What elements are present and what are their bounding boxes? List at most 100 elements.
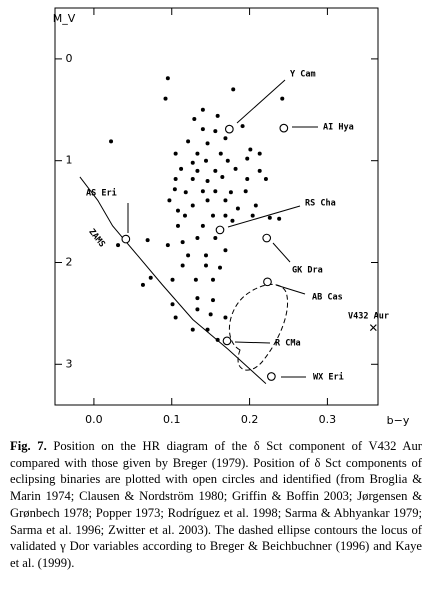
star-point	[210, 277, 215, 282]
star-point	[179, 166, 184, 171]
star-point	[205, 179, 210, 184]
star-point	[175, 208, 180, 213]
caption: Fig. 7. Position on the HR diagram of th…	[10, 438, 422, 572]
star-point	[163, 96, 168, 101]
star-point	[213, 168, 218, 173]
star-label: RS Cha	[305, 199, 336, 209]
figure: b−y M_V 0.0 0.1 0.2 0.3 0 1 2 3 ZAMS Y Cam AI Hya A…	[53, 7, 410, 427]
star-point	[186, 139, 191, 144]
eclipsing-binary	[121, 234, 131, 244]
v432-aur-label: V432 Aur	[348, 312, 389, 322]
star-point	[170, 277, 175, 282]
star-point	[213, 189, 218, 194]
star-point	[173, 151, 178, 156]
leader-line	[272, 242, 291, 263]
star-point	[195, 307, 200, 312]
star-point	[213, 129, 218, 134]
star-point	[220, 174, 225, 179]
star-point	[205, 198, 210, 203]
star-point	[200, 189, 205, 194]
star-point	[277, 216, 282, 221]
star-point	[205, 141, 210, 146]
star-point	[140, 282, 145, 287]
y-tick-label: 3	[66, 357, 73, 370]
x-tick-label: 0.1	[163, 413, 181, 426]
star-point	[223, 248, 228, 253]
eclipsing-binary	[262, 233, 272, 243]
star-point	[145, 238, 150, 243]
star-point	[195, 168, 200, 173]
star-point	[233, 166, 238, 171]
star-label: AS Eri	[86, 188, 117, 199]
y-axis-label: M_V	[53, 12, 76, 25]
star-point	[190, 177, 195, 182]
eclipsing-binary	[215, 225, 225, 235]
star-point	[235, 206, 240, 211]
star-point	[193, 277, 198, 282]
star-point	[245, 156, 250, 161]
star-point	[203, 158, 208, 163]
v432-aur-cross	[369, 324, 377, 332]
star-point	[257, 168, 262, 173]
star-point	[228, 190, 233, 195]
gamma-dor-ellipse	[228, 284, 288, 371]
star-point	[200, 223, 205, 228]
leader-line	[236, 79, 286, 124]
eclipsing-binary	[279, 123, 289, 133]
caption-label: Fig. 7.	[10, 439, 47, 453]
star-point	[215, 337, 220, 342]
star-point	[195, 151, 200, 156]
star-point	[190, 327, 195, 332]
star-point	[210, 298, 215, 303]
star-point	[203, 253, 208, 258]
star-point	[190, 203, 195, 208]
star-label: GK Dra	[292, 266, 323, 276]
star-point	[109, 139, 114, 144]
star-point	[213, 236, 218, 241]
star-label: AI Hya	[323, 123, 354, 133]
x-tick-label: 0.3	[319, 413, 337, 426]
caption-text: Position on the HR diagram of the δ Sct …	[10, 439, 422, 570]
star-point	[165, 76, 170, 81]
star-point	[248, 147, 253, 152]
star-point	[215, 113, 220, 118]
y-tick-label: 0	[66, 52, 73, 65]
star-label: WX Eri	[313, 372, 344, 383]
star-point	[280, 96, 285, 101]
eclipsing-binary	[222, 336, 232, 346]
y-tick-label: 2	[66, 255, 73, 268]
leader-line	[227, 205, 301, 228]
x-tick-label: 0.0	[85, 413, 103, 426]
star-point	[257, 151, 262, 156]
star-point	[203, 263, 208, 268]
star-point	[195, 236, 200, 241]
star-point	[165, 243, 170, 248]
x-axis-label: b−y	[387, 414, 410, 427]
star-point	[208, 312, 213, 317]
zams-line	[79, 176, 267, 384]
star-point	[243, 189, 248, 194]
eclipsing-binary	[267, 372, 276, 381]
star-label: AB Cas	[312, 293, 343, 303]
star-point	[267, 215, 272, 220]
star-point	[195, 296, 200, 301]
star-point	[218, 151, 223, 156]
star-point	[253, 203, 258, 208]
x-tick-label: 0.2	[241, 413, 259, 426]
star-label: Y Cam	[290, 70, 316, 80]
star-point	[231, 87, 236, 92]
star-point	[223, 198, 228, 203]
star-point	[172, 187, 177, 192]
star-point	[192, 116, 197, 121]
star-point	[210, 213, 215, 218]
star-point	[175, 223, 180, 228]
star-point	[182, 213, 187, 218]
plot-frame	[54, 7, 379, 406]
star-point	[180, 240, 185, 245]
star-point	[183, 190, 188, 195]
star-point	[223, 213, 228, 218]
star-point	[225, 158, 230, 163]
star-point	[250, 213, 255, 218]
star-point	[223, 315, 228, 320]
star-point	[200, 127, 205, 132]
